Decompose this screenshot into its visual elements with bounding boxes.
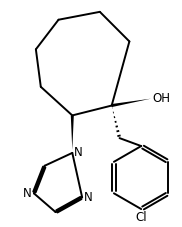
Text: N: N xyxy=(23,187,32,200)
Polygon shape xyxy=(71,115,74,150)
Text: N: N xyxy=(84,191,93,204)
Text: OH: OH xyxy=(153,92,171,105)
Polygon shape xyxy=(111,99,151,107)
Text: Cl: Cl xyxy=(135,211,147,224)
Text: N: N xyxy=(74,146,82,159)
